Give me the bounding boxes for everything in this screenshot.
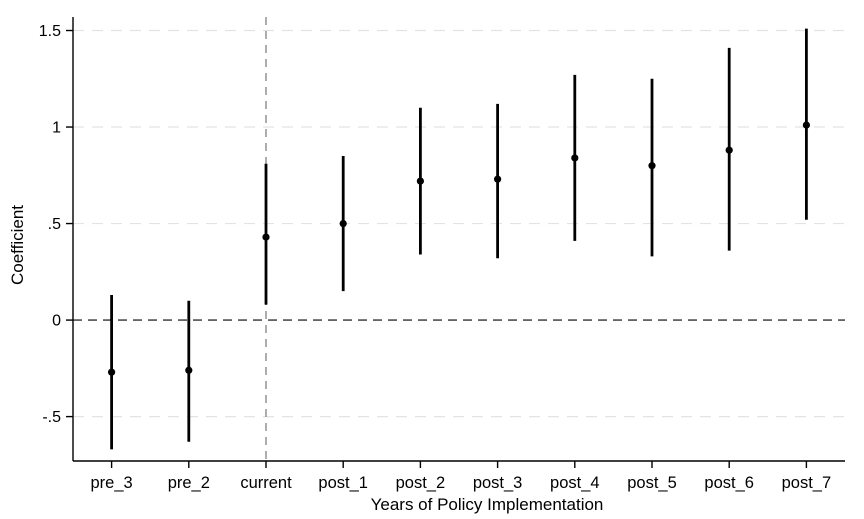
y-tick-label: 1.5 — [39, 23, 61, 40]
x-tick-label: post_2 — [396, 474, 446, 492]
y-tick-label: 0 — [52, 313, 61, 330]
point-estimate — [648, 162, 656, 170]
x-tick-label: post_3 — [473, 474, 523, 492]
point-estimate — [108, 368, 116, 376]
x-tick-label: post_4 — [550, 474, 600, 492]
x-axis-title: Years of Policy Implementation — [370, 495, 604, 514]
x-tick-label: pre_3 — [90, 474, 132, 492]
point-estimate — [494, 175, 502, 183]
point-estimate — [416, 177, 424, 185]
x-tick-label: post_5 — [627, 474, 677, 492]
y-tick-label: -.5 — [42, 409, 61, 426]
y-tick-label: 1 — [52, 120, 61, 137]
point-estimate — [339, 219, 347, 228]
x-tick-label: pre_2 — [168, 474, 210, 492]
x-tick-label: post_7 — [782, 474, 832, 492]
y-tick-label: .5 — [48, 216, 61, 233]
point-estimate — [571, 154, 579, 162]
point-estimate — [725, 146, 733, 154]
y-axis-title: Coefficient — [8, 204, 27, 286]
point-estimate — [262, 233, 270, 241]
point-estimate — [802, 121, 811, 129]
x-tick-label: post_1 — [318, 474, 368, 492]
x-tick-label: post_6 — [704, 474, 754, 492]
point-estimate — [185, 366, 193, 374]
x-tick-label: current — [240, 474, 292, 492]
